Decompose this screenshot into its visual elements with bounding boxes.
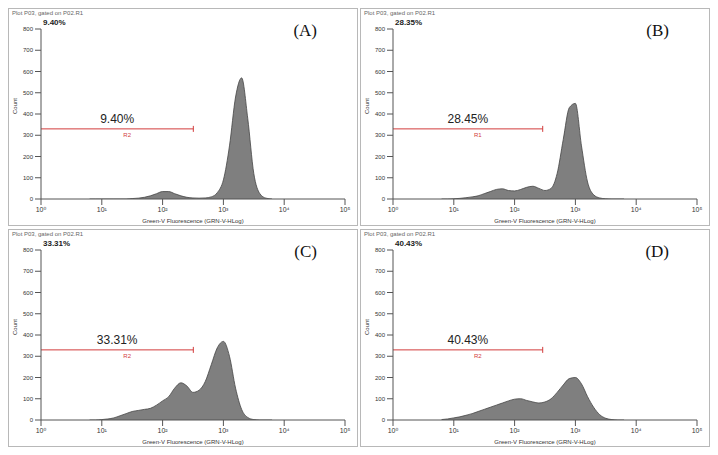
svg-text:400: 400	[375, 111, 386, 117]
svg-text:700: 700	[375, 268, 386, 274]
svg-text:500: 500	[375, 90, 386, 96]
svg-text:200: 200	[375, 375, 386, 381]
svg-text:10³: 10³	[218, 427, 229, 434]
svg-text:10⁰: 10⁰	[36, 427, 47, 434]
svg-text:R2: R2	[123, 132, 131, 138]
svg-text:800: 800	[23, 26, 34, 32]
svg-text:800: 800	[23, 247, 34, 253]
svg-text:10¹: 10¹	[449, 206, 460, 213]
svg-text:33.31%: 33.31%	[97, 333, 138, 347]
svg-text:10³: 10³	[570, 427, 581, 434]
svg-text:700: 700	[23, 268, 34, 274]
html-text:(C): (C)	[294, 242, 317, 261]
html-text:40.43%: 40.43%	[395, 239, 423, 248]
svg-text:10⁵: 10⁵	[340, 206, 351, 213]
svg-text:100: 100	[375, 175, 386, 181]
svg-text:0: 0	[30, 417, 34, 423]
svg-text:200: 200	[23, 154, 34, 160]
svg-text:300: 300	[23, 132, 34, 138]
html-text:Plot P03, gated on P02.R1: Plot P03, gated on P02.R1	[12, 10, 84, 16]
svg-text:10⁴: 10⁴	[279, 206, 290, 213]
svg-text:10⁴: 10⁴	[279, 427, 290, 434]
html-text:Plot P03, gated on P02.R1: Plot P03, gated on P02.R1	[364, 231, 436, 237]
svg-text:0: 0	[30, 196, 34, 202]
svg-text:700: 700	[23, 47, 34, 53]
svg-text:28.45%: 28.45%	[448, 112, 489, 126]
svg-text:Green-V Fluorescence (GRN-V-HL: Green-V Fluorescence (GRN-V-HLog)	[142, 439, 243, 445]
svg-text:10⁴: 10⁴	[631, 206, 642, 213]
svg-text:Green-V Fluorescence (GRN-V-HL: Green-V Fluorescence (GRN-V-HLog)	[494, 439, 595, 445]
svg-text:Count: Count	[364, 98, 370, 114]
svg-text:Count: Count	[364, 319, 370, 335]
svg-text:10⁵: 10⁵	[692, 427, 703, 434]
svg-text:600: 600	[375, 290, 386, 296]
svg-text:R2: R2	[474, 353, 482, 359]
svg-text:400: 400	[23, 111, 34, 117]
svg-text:300: 300	[375, 353, 386, 359]
svg-text:500: 500	[375, 311, 386, 317]
svg-text:10⁰: 10⁰	[388, 427, 399, 434]
svg-text:600: 600	[23, 69, 34, 75]
html-text:9.40%: 9.40%	[43, 18, 66, 27]
svg-text:10¹: 10¹	[97, 427, 108, 434]
svg-text:700: 700	[375, 47, 386, 53]
svg-text:300: 300	[23, 353, 34, 359]
svg-text:Count: Count	[12, 319, 18, 335]
svg-text:800: 800	[375, 247, 386, 253]
svg-text:300: 300	[375, 132, 386, 138]
svg-text:0: 0	[382, 417, 386, 423]
svg-text:10²: 10²	[510, 206, 521, 213]
html-text:Plot P03, gated on P02.R1: Plot P03, gated on P02.R1	[364, 10, 436, 16]
svg-text:600: 600	[23, 290, 34, 296]
html-text:(A): (A)	[293, 21, 317, 40]
svg-text:500: 500	[23, 311, 34, 317]
svg-text:600: 600	[375, 69, 386, 75]
svg-text:9.40%: 9.40%	[100, 112, 134, 126]
svg-text:Green-V Fluorescence (GRN-V-HL: Green-V Fluorescence (GRN-V-HLog)	[494, 218, 595, 224]
svg-text:10²: 10²	[158, 206, 169, 213]
svg-text:10⁴: 10⁴	[631, 427, 642, 434]
svg-text:Count: Count	[12, 98, 18, 114]
svg-text:10⁵: 10⁵	[340, 427, 351, 434]
svg-text:200: 200	[23, 375, 34, 381]
svg-text:400: 400	[375, 332, 386, 338]
svg-text:100: 100	[23, 396, 34, 402]
svg-text:0: 0	[382, 196, 386, 202]
svg-text:10²: 10²	[510, 427, 521, 434]
svg-text:800: 800	[375, 26, 386, 32]
svg-text:10³: 10³	[570, 206, 581, 213]
svg-text:Green-V Fluorescence (GRN-V-HL: Green-V Fluorescence (GRN-V-HLog)	[142, 218, 243, 224]
svg-text:200: 200	[375, 154, 386, 160]
html-text:33.31%: 33.31%	[43, 239, 71, 248]
svg-text:100: 100	[375, 396, 386, 402]
svg-text:10⁰: 10⁰	[36, 206, 47, 213]
svg-text:R2: R2	[123, 353, 131, 359]
svg-text:10⁵: 10⁵	[692, 206, 703, 213]
html-text:Plot P03, gated on P02.R1: Plot P03, gated on P02.R1	[12, 231, 84, 237]
html-text:(D): (D)	[645, 242, 669, 261]
svg-text:400: 400	[23, 332, 34, 338]
svg-text:10⁰: 10⁰	[388, 206, 399, 213]
svg-text:100: 100	[23, 175, 34, 181]
svg-text:40.43%: 40.43%	[448, 333, 489, 347]
html-text:(B): (B)	[646, 21, 669, 40]
html-text:28.35%: 28.35%	[395, 18, 423, 27]
svg-text:10¹: 10¹	[449, 427, 460, 434]
svg-text:500: 500	[23, 90, 34, 96]
svg-text:10³: 10³	[218, 206, 229, 213]
svg-text:10¹: 10¹	[97, 206, 108, 213]
svg-text:10²: 10²	[158, 427, 169, 434]
svg-text:R1: R1	[474, 132, 482, 138]
